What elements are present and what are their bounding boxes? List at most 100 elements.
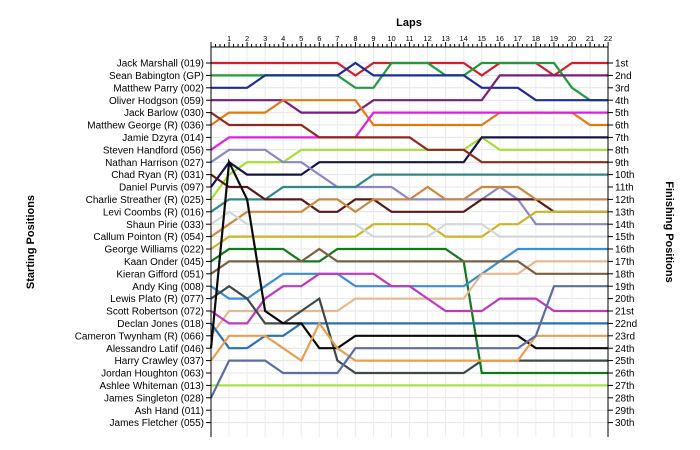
finish-label: 25th	[615, 356, 634, 367]
x-tick-label: 21	[586, 34, 594, 43]
finish-label: 24th	[615, 344, 634, 355]
series-line-3	[211, 61, 609, 102]
x-tick-label: 2	[245, 34, 249, 43]
finish-label: 2nd	[615, 71, 632, 82]
start-label: Kaan Onder (045)	[124, 257, 204, 268]
x-tick-label: 15	[478, 34, 486, 43]
finish-label: 5th	[615, 108, 629, 119]
axis-labels: 1 2 3 4 5 6 7 8 9 10 11 12 13 14 15 16 17 18 19 20 21 22Jack …	[75, 34, 638, 429]
series-line-4	[211, 74, 609, 114]
start-label: Matthew Parry (002)	[113, 83, 204, 94]
start-label: Ashlee Whiteman (013)	[100, 381, 205, 392]
series-line-24	[210, 321, 609, 363]
finish-label: 23rd	[615, 331, 635, 342]
x-tick-label: 9	[371, 34, 375, 43]
finish-label: 19th	[615, 282, 634, 293]
finish-label: 29th	[615, 406, 634, 417]
start-label: Steven Handford (056)	[103, 145, 204, 156]
series-line-26	[210, 285, 609, 399]
start-label: Lewis Plato (R) (077)	[110, 294, 204, 305]
x-tick-label: 6	[317, 34, 321, 43]
x-tick-label: 16	[496, 34, 504, 43]
start-label: Kieran Gifford (051)	[116, 269, 204, 280]
series-line-16	[210, 247, 609, 375]
start-label: Jack Barlow (030)	[124, 108, 204, 119]
finish-label: 30th	[615, 418, 634, 429]
series-lines	[209, 61, 609, 399]
x-tick-label: 10	[387, 34, 395, 43]
finish-label: 9th	[615, 158, 629, 169]
finish-label: 13th	[615, 207, 634, 218]
series-line-9	[210, 111, 609, 164]
finish-label: 26th	[615, 369, 634, 380]
x-tick-label: 12	[423, 34, 431, 43]
start-label: Callum Pointon (R) (054)	[93, 232, 204, 243]
start-label: Jordan Houghton (063)	[101, 369, 204, 380]
series-line-14	[210, 210, 609, 250]
finish-label: 21st	[615, 307, 634, 318]
x-tick-label: 4	[281, 34, 285, 43]
finish-label: 14th	[615, 220, 634, 231]
finish-label: 6th	[615, 121, 629, 132]
series-line-22	[210, 284, 609, 375]
x-tick-label: 18	[532, 34, 540, 43]
y-axis-title-left: Starting Positions	[25, 195, 37, 289]
x-tick-label: 3	[263, 34, 267, 43]
start-label: George Williams (022)	[105, 245, 204, 256]
finish-label: 22nd	[615, 319, 637, 330]
finish-label: 27th	[615, 381, 634, 392]
series-line-8	[210, 136, 609, 188]
finish-label: 17th	[615, 257, 634, 268]
start-label: Scott Robertson (072)	[106, 307, 204, 318]
x-tick-label: 5	[299, 34, 303, 43]
start-label: Alessandro Latif (046)	[106, 344, 204, 355]
series-line-12	[210, 173, 609, 213]
x-tick-label: 7	[335, 34, 339, 43]
start-label: James Fletcher (055)	[110, 418, 204, 429]
x-tick-label: 8	[353, 34, 357, 43]
start-label: Jamie Dzyra (014)	[122, 133, 204, 144]
start-label: Cameron Twynham (R) (066)	[75, 331, 204, 342]
start-label: Levi Coombs (R) (016)	[103, 207, 204, 218]
start-label: Harry Crawley (037)	[115, 356, 204, 367]
finish-label: 1st	[615, 59, 629, 70]
start-label: Jack Marshall (019)	[117, 59, 204, 70]
start-label: Sean Babington (GP)	[109, 71, 204, 82]
start-label: Ash Hand (011)	[135, 406, 204, 417]
series-line-18	[210, 260, 609, 337]
finish-label: 3rd	[615, 83, 629, 94]
y-axis-title-right: Finishing Positions	[663, 181, 675, 282]
x-tick-label: 22	[604, 34, 612, 43]
finish-label: 7th	[615, 133, 629, 144]
x-tick-label: 17	[514, 34, 522, 43]
x-tick-label: 14	[460, 34, 468, 43]
series-line-20	[210, 272, 609, 325]
series-line-11	[210, 173, 609, 213]
axes-frame	[206, 42, 613, 437]
series-line-6	[210, 111, 609, 151]
x-axis-title: Laps	[396, 17, 422, 29]
finish-label: 16th	[615, 245, 634, 256]
series-line-19	[210, 247, 609, 275]
series-line-15	[210, 210, 609, 238]
finish-label: 15th	[615, 232, 634, 243]
finish-label: 12th	[615, 195, 634, 206]
x-tick-label: 13	[441, 34, 449, 43]
series-line-23	[209, 158, 609, 350]
start-label: Nathan Harrison (027)	[105, 158, 204, 169]
start-label: Matthew George (R) (036)	[87, 121, 204, 132]
start-label: Andy King (008)	[132, 282, 204, 293]
finish-label: 10th	[615, 170, 634, 181]
x-tick-label: 1	[227, 34, 231, 43]
finish-label: 28th	[615, 393, 634, 404]
finish-label: 8th	[615, 145, 629, 156]
start-label: Shaun Pirie (033)	[126, 220, 204, 231]
start-label: Oliver Hodgson (059)	[109, 96, 204, 107]
finish-label: 4th	[615, 96, 629, 107]
x-tick-label: 20	[568, 34, 576, 43]
start-label: Daniel Purvis (097)	[119, 183, 204, 194]
start-label: James Singleton (028)	[104, 393, 204, 404]
finish-label: 20th	[615, 294, 634, 305]
start-label: Declan Jones (018)	[117, 319, 204, 330]
